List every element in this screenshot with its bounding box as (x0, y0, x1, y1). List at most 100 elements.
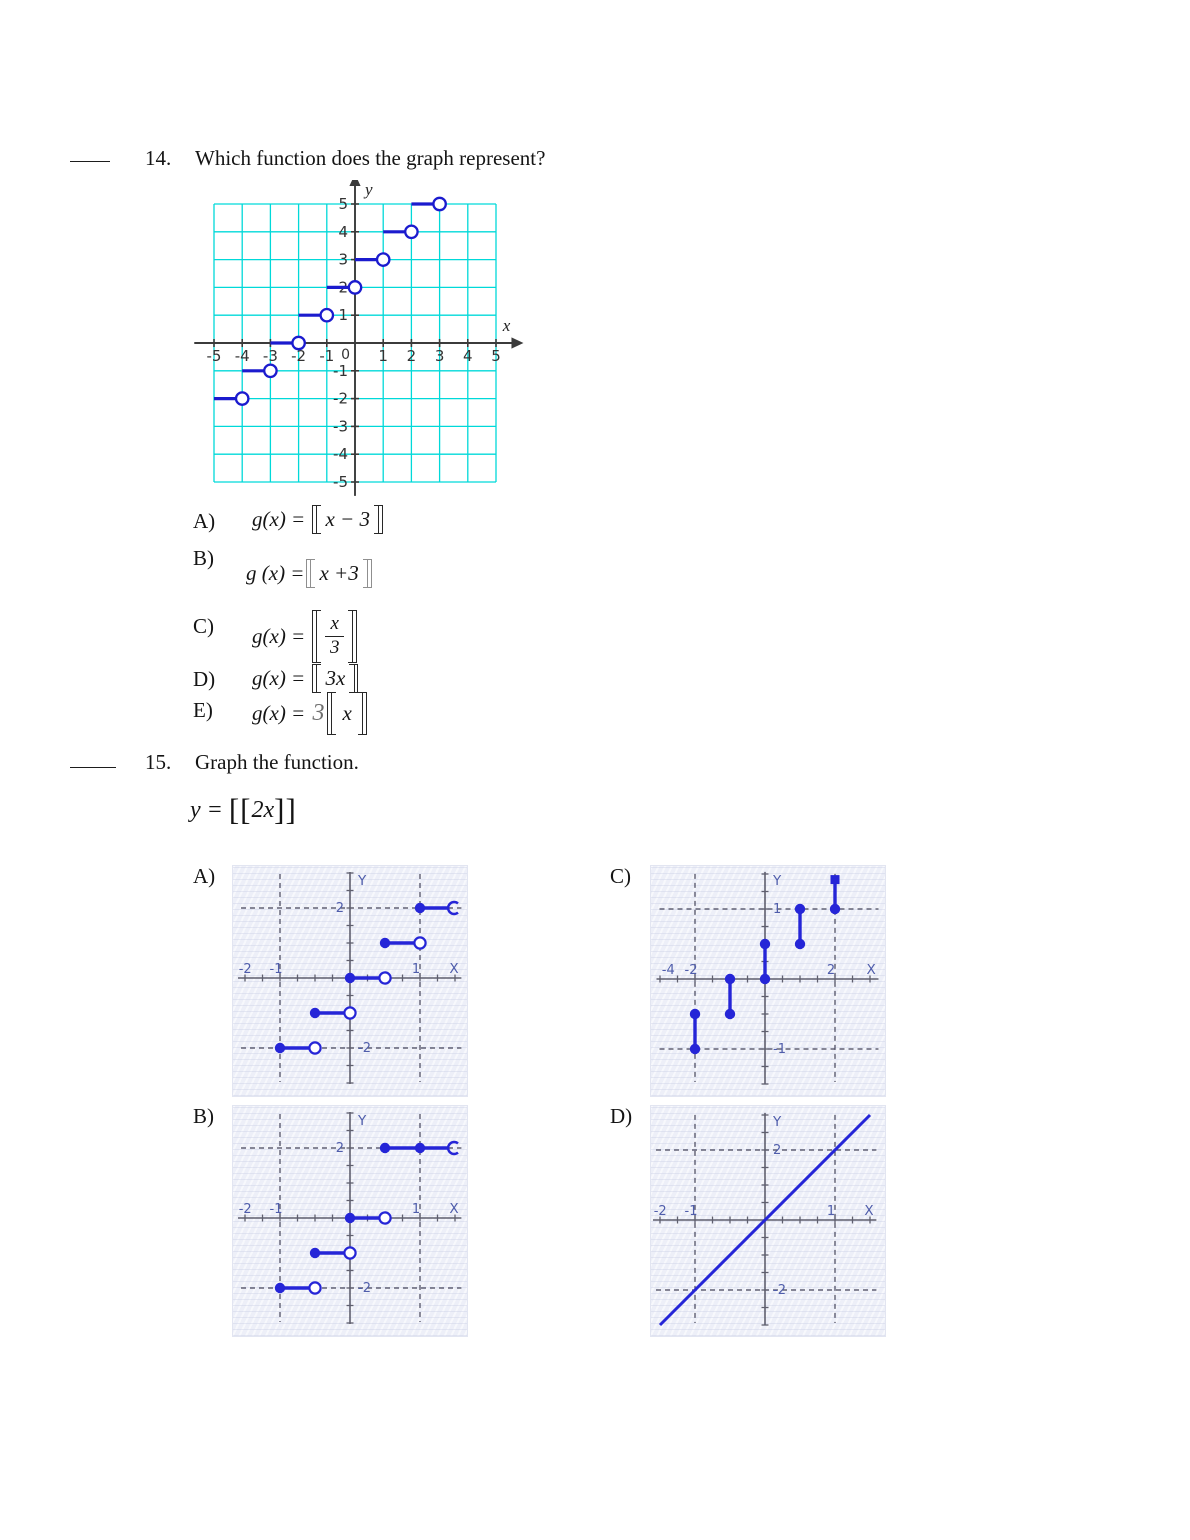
option-a-graph: -2 -1 1 2 -2 X Y (232, 865, 468, 1097)
svg-text:4: 4 (338, 223, 348, 241)
option-c-label: C) (610, 864, 631, 888)
svg-text:-2: -2 (239, 1202, 252, 1217)
formula-coefficient: 3 (312, 700, 325, 726)
svg-text:-2: -2 (358, 1281, 371, 1296)
choice-b-label: B) (193, 546, 214, 570)
svg-text:-2: -2 (358, 1041, 371, 1056)
svg-text:3: 3 (435, 347, 445, 365)
formula-inner: x (342, 701, 352, 725)
svg-text:Y: Y (357, 873, 367, 889)
double-bracket-close (357, 692, 367, 735)
svg-text:1: 1 (338, 306, 348, 324)
fraction-numerator: x (325, 613, 344, 637)
choice-d-label: D) (193, 667, 216, 691)
fraction-denominator: 3 (329, 636, 340, 658)
double-bracket-open (327, 692, 337, 735)
svg-text:-3: -3 (263, 347, 278, 365)
formula-lhs: y = (190, 797, 229, 823)
double-bracket-close (347, 610, 357, 663)
svg-text:1: 1 (412, 962, 420, 977)
svg-text:-2: -2 (333, 390, 348, 408)
double-bracket-open (312, 610, 322, 663)
choice-a-label: A) (193, 509, 216, 533)
choice-d-formula: g(x) = 3x (252, 664, 360, 693)
answer-blank-q14 (70, 161, 110, 162)
double-bracket-open (312, 505, 322, 534)
choice-c-label: C) (193, 614, 214, 638)
svg-text:5: 5 (491, 347, 501, 365)
choice-a-formula: g(x) = x − 3 (252, 505, 385, 534)
svg-text:X: X (867, 962, 876, 978)
double-bracket-close (373, 505, 383, 534)
svg-text:-1: -1 (773, 1042, 786, 1057)
svg-text:-4: -4 (662, 963, 675, 978)
formula-lhs: g(x) = (252, 701, 311, 725)
svg-text:X: X (449, 961, 458, 977)
svg-text:-2: -2 (291, 347, 306, 365)
svg-text:-1: -1 (685, 1204, 698, 1219)
question-14-number: 14. (145, 146, 172, 170)
svg-text:-1: -1 (319, 347, 334, 365)
svg-text:5: 5 (338, 195, 348, 213)
answer-blank-q15 (70, 767, 116, 768)
double-bracket-open (312, 664, 322, 693)
formula-inner: x − 3 (325, 507, 370, 531)
svg-text:-2: -2 (239, 962, 252, 977)
svg-text:-4: -4 (333, 445, 348, 463)
svg-text:0: 0 (341, 347, 350, 363)
double-bracket-close (362, 559, 372, 588)
svg-text:-1: -1 (270, 962, 283, 977)
svg-text:y: y (363, 180, 373, 199)
svg-text:1: 1 (827, 1204, 835, 1219)
svg-text:1: 1 (412, 1202, 420, 1217)
svg-text:-2: -2 (685, 963, 698, 978)
option-b-label: B) (193, 1104, 214, 1128)
svg-text:Y: Y (772, 1114, 782, 1130)
question-15-text: Graph the function. (195, 750, 359, 774)
svg-text:-5: -5 (207, 347, 222, 365)
formula-lhs: g(x) = (252, 666, 311, 690)
svg-text:2: 2 (407, 347, 417, 365)
option-d-label: D) (610, 1104, 633, 1128)
svg-text:x: x (502, 316, 511, 335)
option-d-graph: -2 -1 1 2 -2 X Y (650, 1105, 886, 1337)
svg-text:-4: -4 (235, 347, 250, 365)
svg-text:3: 3 (338, 251, 348, 269)
svg-text:1: 1 (773, 902, 781, 917)
option-b-graph: -2 -1 1 2 -2 X Y (232, 1105, 468, 1337)
formula-lhs: g(x) = (252, 623, 311, 648)
formula-inner: x +3 (319, 561, 359, 585)
svg-text:2: 2 (827, 963, 835, 978)
svg-text:Y: Y (357, 1113, 367, 1129)
svg-text:2: 2 (336, 1141, 344, 1156)
choice-b-formula: g (x) = x +3 (246, 559, 374, 588)
double-bracket-close (349, 664, 359, 693)
double-bracket-open: [[ (228, 792, 252, 828)
double-bracket-close: ]] (274, 792, 297, 828)
formula-lhs: g (x) = (246, 561, 305, 585)
question-15-number: 15. (145, 750, 172, 774)
question-14-text: Which function does the graph represent? (195, 146, 546, 170)
svg-text:X: X (449, 1201, 458, 1217)
choice-e-label: E) (193, 698, 213, 722)
svg-text:1: 1 (378, 347, 388, 365)
formula-inner: 3x (325, 666, 346, 690)
svg-text:-1: -1 (270, 1202, 283, 1217)
svg-text:X: X (864, 1203, 873, 1219)
option-a-label: A) (193, 864, 216, 888)
svg-text:Y: Y (772, 873, 782, 889)
svg-text:2: 2 (336, 901, 344, 916)
q15-function-formula: y = [[2x]] (190, 792, 297, 828)
svg-text:-1: -1 (333, 362, 348, 380)
svg-text:-2: -2 (773, 1283, 786, 1298)
svg-text:-5: -5 (333, 473, 348, 491)
svg-text:2: 2 (773, 1143, 781, 1158)
svg-text:-2: -2 (654, 1204, 667, 1219)
svg-text:-3: -3 (333, 417, 348, 435)
formula-inner: 2x (251, 797, 275, 823)
